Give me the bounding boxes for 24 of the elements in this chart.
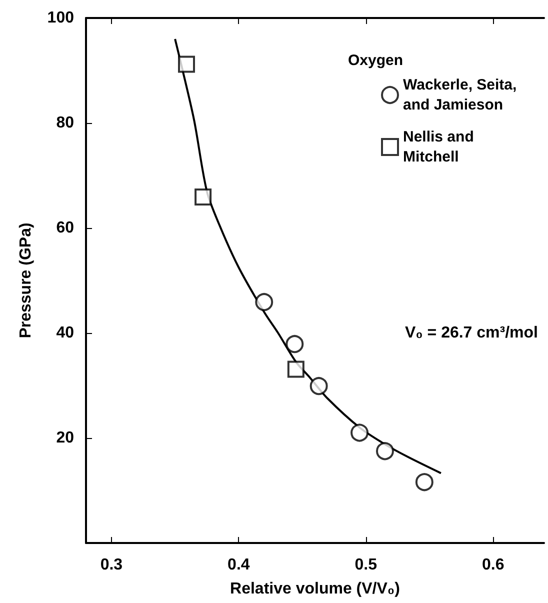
y-tick-label: 80 <box>56 114 74 132</box>
point <box>287 360 304 378</box>
legend-label: Nellis and Mitchell <box>403 128 478 166</box>
point <box>178 56 196 73</box>
x-axis-title: Relative volume (V/V₀) <box>230 580 400 598</box>
y-tick-label: 40 <box>56 324 74 342</box>
y-tick-label: 20 <box>56 430 74 446</box>
y-tick-label: 60 <box>56 220 74 236</box>
point <box>415 473 434 492</box>
x-tick-label: 0.6 <box>482 556 504 574</box>
legend-label: Wackerle, Seita, and Jamieson <box>403 76 521 114</box>
point <box>255 293 274 312</box>
x-tick-label: 0.3 <box>100 556 123 574</box>
point <box>376 442 394 460</box>
y-tick-label: 100 <box>47 10 74 26</box>
point <box>194 188 212 206</box>
point <box>286 335 304 354</box>
point <box>350 424 369 442</box>
x-tick-label: 0.5 <box>354 556 378 574</box>
x-tick-label: 0.4 <box>228 556 250 574</box>
y-axis-title: Pressure (GPa) <box>18 222 34 338</box>
point <box>310 377 328 396</box>
annotation: V₀ = 26.7 cm³/mol <box>404 324 538 342</box>
legend-title: Oxygen <box>348 52 404 69</box>
